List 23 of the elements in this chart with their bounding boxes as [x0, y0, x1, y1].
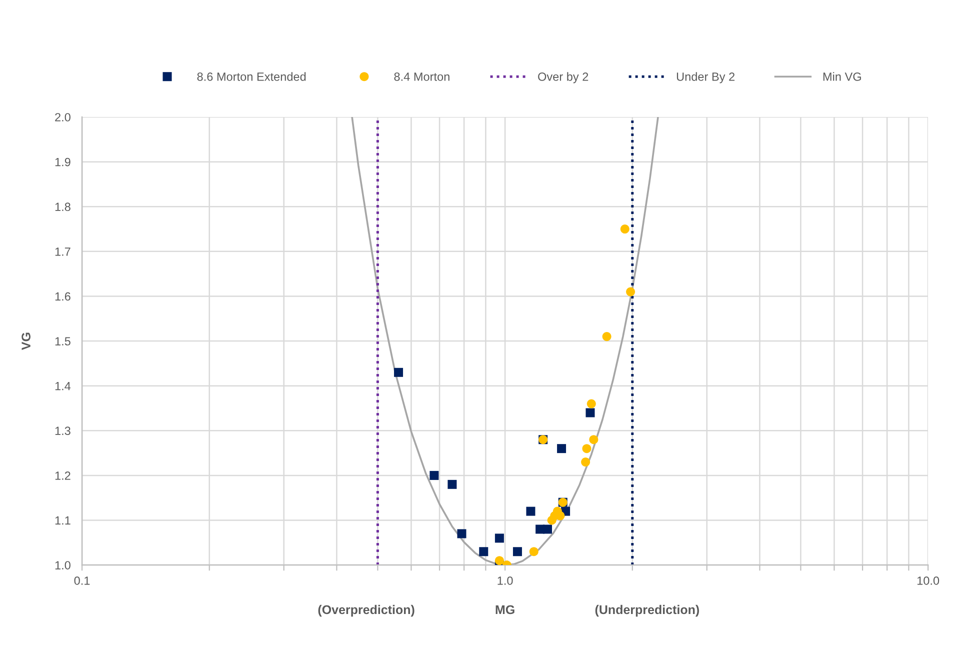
y-tick-label: 1.8	[55, 202, 70, 212]
y-tick-label: 1.1	[55, 516, 70, 525]
x-axis-title: MG	[496, 605, 514, 614]
x-tick-label: 0.1	[74, 576, 90, 585]
legend-label: 8.6 Morton Extended	[197, 72, 306, 81]
legend-label: 8.4 Morton	[394, 72, 450, 81]
y-tick-label: 1.9	[55, 158, 70, 166]
y-tick-label: 1.7	[55, 248, 70, 256]
y-tick-label: 1.3	[55, 426, 70, 436]
text: (Overprediction)	[318, 604, 414, 617]
legend-label: Over by 2	[538, 72, 588, 84]
x-tick-label: 10.0	[917, 576, 940, 585]
legend-label: Min VG	[823, 72, 861, 81]
x-tick-label: 1.0	[498, 576, 513, 585]
y-tick-label: 1.5	[55, 337, 70, 346]
y-tick-label: 1.2	[55, 471, 70, 480]
y-axis-title: VG	[22, 332, 30, 350]
legend-label: Under By 2	[676, 72, 735, 84]
y-tick-label: 1.4	[55, 382, 71, 390]
y-tick-label: 1.0	[55, 561, 70, 570]
y-tick-label: 1.6	[55, 292, 70, 301]
text: (Underprediction)	[595, 604, 699, 617]
y-tick-label: 2.0	[55, 113, 70, 122]
